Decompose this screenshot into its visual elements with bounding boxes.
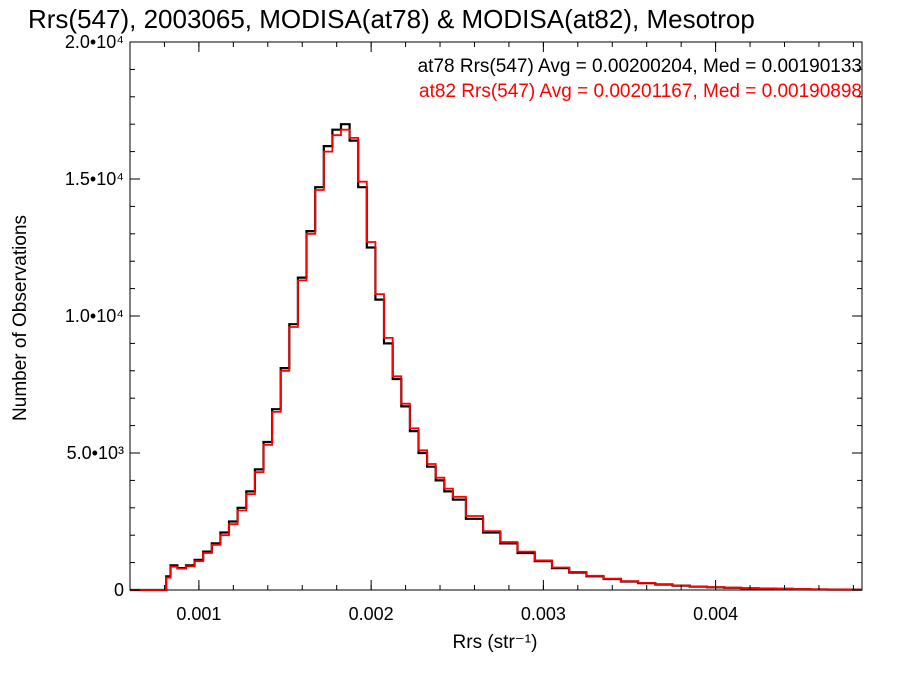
y-tick-label: 0 xyxy=(114,580,124,600)
x-tick-label: 0.001 xyxy=(176,604,221,624)
axis-ticks: 0.001 0.002 0.003 0.004 0 5.0•10³ 1.0•10⁴ 1.5•1… xyxy=(65,32,862,624)
series-layer xyxy=(130,123,862,592)
y-tick-label: 1.0•10⁴ xyxy=(65,306,124,326)
series-line-1 xyxy=(130,128,862,591)
x-tick-label: 0.002 xyxy=(349,604,394,624)
legend-entry-at78: at78 Rrs(547) Avg = 0.00200204, Med = 0.… xyxy=(418,56,862,77)
y-tick-label: 2.0•10⁴ xyxy=(65,32,124,52)
y-tick-label: 1.5•10⁴ xyxy=(65,169,124,189)
legend-entry-at82: at82 Rrs(547) Avg = 0.00201167, Med = 0.… xyxy=(419,81,862,102)
y-tick-label: 5.0•10³ xyxy=(67,443,124,463)
x-tick-label: 0.004 xyxy=(693,604,738,624)
x-axis-label: Rrs (str⁻¹) xyxy=(453,632,538,653)
y-axis-label: Number of Observations xyxy=(10,215,31,421)
series-line-0 xyxy=(130,123,862,592)
chart-title: Rrs(547), 2003065, MODISA(at78) & MODISA… xyxy=(28,4,755,34)
x-tick-label: 0.003 xyxy=(521,604,566,624)
